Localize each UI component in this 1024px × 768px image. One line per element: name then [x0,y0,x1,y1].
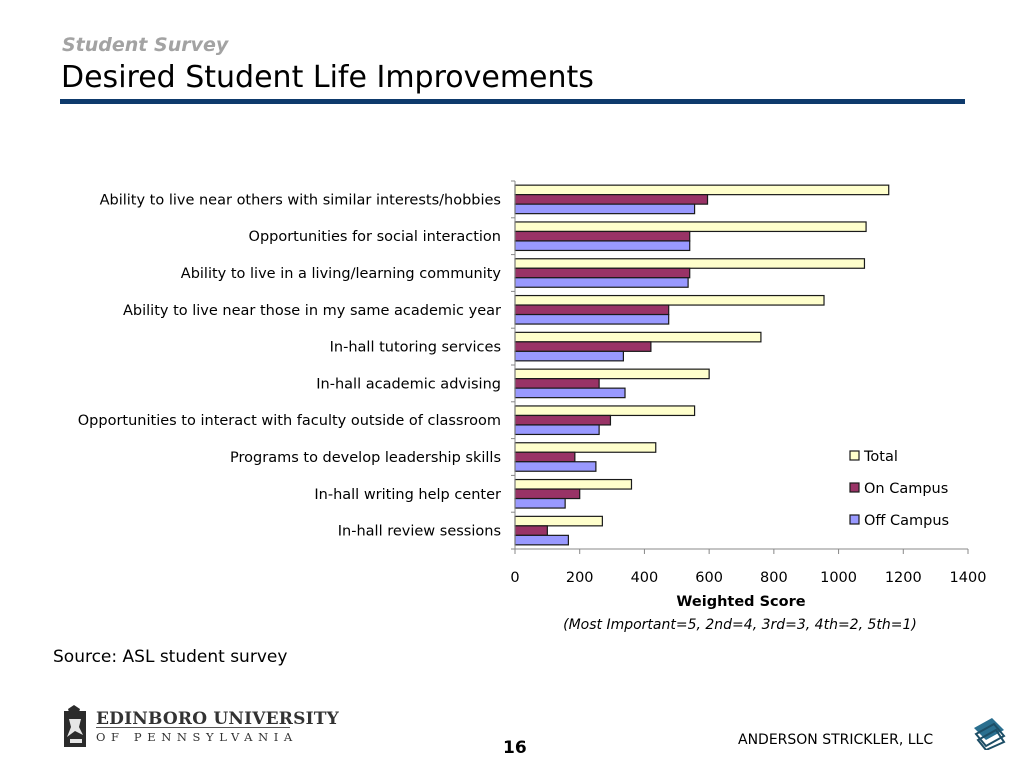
university-crest-icon [64,705,86,747]
x-axis-title: Weighted Score [676,594,805,610]
bar-on-campus [514,267,691,279]
page-title: Desired Student Life Improvements [61,60,594,95]
bar-off-campus [514,424,600,436]
bar-on-campus [514,451,576,463]
bar-off-campus [514,497,566,509]
bar-off-campus [514,313,670,325]
legend-label: Total [863,449,898,465]
bar-off-campus [514,350,624,362]
bar-on-campus [514,304,670,316]
bar-total [514,221,867,233]
bar-total [514,258,866,269]
x-axis-note: (Most Important=5, 2nd=4, 3rd=3, 4th=2, … [563,617,917,633]
title-rule [60,99,965,104]
x-tick-label: 600 [695,570,723,586]
page-number: 16 [503,738,527,758]
bar-total [514,478,633,490]
x-tick-label: 200 [566,570,594,586]
category-label: Opportunities for social interaction [249,229,501,245]
university-logo: EDINBORO UNIVERSITY OF PENNSYLVANIA [60,705,339,755]
bar-off-campus [514,240,691,252]
university-name: EDINBORO UNIVERSITY [96,709,339,729]
legend-swatch [849,450,860,461]
bar-on-campus [514,194,709,205]
category-label: Ability to live near those in my same ac… [123,303,501,319]
category-label: In-hall tutoring services [330,340,501,356]
x-tick-label: 0 [510,570,519,586]
bar-total [514,442,657,453]
category-label: In-hall review sessions [338,524,501,540]
bar-on-campus [514,488,581,500]
bar-total [514,294,825,306]
source-note: Source: ASL student survey [53,647,288,667]
section-subtitle: Student Survey [62,34,229,56]
bar-total [514,331,762,343]
bar-on-campus [514,414,612,426]
company-name: ANDERSON STRICKLER, LLC [738,732,934,748]
bar-off-campus [514,534,569,546]
bar-off-campus [514,387,626,399]
category-label: In-hall writing help center [314,487,501,503]
bar-on-campus [514,378,600,389]
bar-off-campus [514,277,689,288]
bar-total [514,368,710,380]
university-divider [96,727,290,728]
x-tick-label: 400 [631,570,659,586]
x-tick-label: 800 [760,570,788,586]
category-label: Ability to live near others with similar… [100,192,501,208]
legend-swatch [849,514,860,525]
legend-label: On Campus [864,481,948,497]
bar-total [514,515,603,527]
bar-off-campus [514,461,597,472]
category-label: Opportunities to interact with faculty o… [78,413,501,429]
x-tick-label: 1400 [950,570,987,586]
bar-on-campus [514,341,652,352]
legend-swatch [849,482,860,493]
category-label: Programs to develop leadership skills [230,450,501,466]
bar-total [514,184,890,196]
bar-total [514,405,696,417]
x-tick-label: 1000 [820,570,857,586]
x-tick-label: 1200 [885,570,922,586]
company-logo-icon [974,718,1006,750]
category-label: In-hall academic advising [316,376,501,392]
category-label: Ability to live in a living/learning com… [181,266,502,282]
bar-on-campus [514,525,548,536]
legend-label: Off Campus [864,513,949,529]
bar-on-campus [514,230,691,242]
university-state: OF PENNSYLVANIA [96,730,298,744]
bar-off-campus [514,203,696,215]
